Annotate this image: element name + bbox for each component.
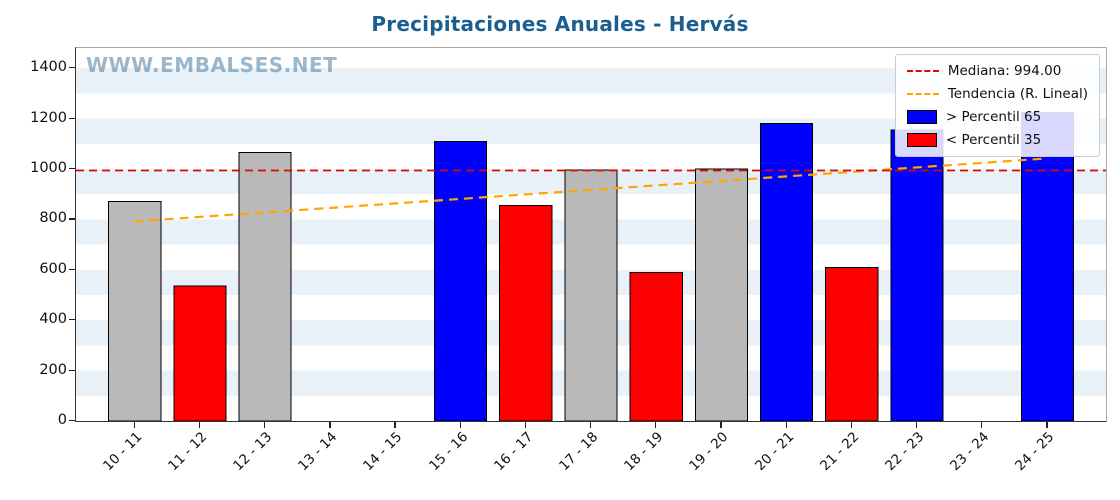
- chart-title: Precipitaciones Anuales - Hervás: [371, 12, 749, 36]
- x-tick-mark: [133, 422, 135, 428]
- x-tick-label: 16 - 17: [490, 429, 537, 475]
- legend-patch-swatch: [906, 110, 937, 124]
- y-tick-label: 0: [57, 412, 67, 428]
- bar-20-21: [760, 123, 814, 421]
- x-tick-label: 15 - 16: [425, 429, 471, 475]
- watermark: WWW.EMBALSES.NET: [86, 53, 338, 77]
- bar-18-19: [629, 271, 683, 421]
- x-tick-label: 10 - 11: [99, 429, 145, 475]
- x-tick-label: 21 - 22: [816, 429, 863, 475]
- x-tick-mark: [198, 422, 201, 428]
- x-tick-label: 20 - 21: [751, 429, 797, 475]
- x-tick-mark: [524, 422, 527, 428]
- x-tick-label: 18 - 19: [621, 429, 667, 475]
- bar-16-17: [499, 205, 553, 421]
- bar-21-22: [825, 266, 879, 421]
- x-tick-label: 22 - 23: [882, 429, 928, 475]
- y-tick-label: 1200: [30, 109, 67, 126]
- legend-line-swatch: [906, 70, 939, 72]
- legend-line-swatch: [906, 93, 939, 95]
- legend-label: Tendencia (R. Lineal): [947, 86, 1088, 102]
- x-tick-label: 12 - 13: [230, 429, 276, 475]
- y-tick-mark: [69, 117, 75, 119]
- x-tick-mark: [590, 422, 592, 428]
- x-tick-mark: [1046, 422, 1048, 428]
- x-tick-label: 17 - 18: [556, 429, 602, 475]
- legend-label: > Percentil 65: [945, 109, 1042, 125]
- y-tick-mark: [69, 67, 75, 69]
- y-tick-mark: [69, 420, 75, 422]
- y-tick-label: 400: [39, 311, 67, 328]
- x-tick-mark: [981, 422, 983, 428]
- x-tick-mark: [329, 422, 331, 428]
- y-tick-mark: [69, 218, 75, 220]
- bar-12-13: [238, 152, 292, 421]
- x-tick-label: 11 - 12: [165, 429, 211, 475]
- y-tick-label: 1400: [30, 59, 67, 76]
- trend-line: [134, 157, 1048, 223]
- bar-19-20: [694, 168, 748, 421]
- x-tick-label: 24 - 25: [1012, 429, 1058, 475]
- x-tick-mark: [459, 422, 461, 428]
- bar-22-23: [890, 129, 944, 421]
- x-tick-mark: [720, 422, 722, 428]
- x-tick-label: 23 - 24: [947, 429, 993, 475]
- x-tick-label: 19 - 20: [686, 429, 732, 475]
- plot-area: WWW.EMBALSES.NET Mediana: 994.00 Tendenci…: [75, 47, 1107, 422]
- legend-item: Tendencia (R. Lineal): [906, 86, 1088, 102]
- bar-24-25: [1020, 111, 1074, 421]
- y-tick-label: 800: [39, 210, 67, 227]
- y-tick-label: 600: [39, 260, 67, 277]
- legend-item: < Percentil 35: [906, 132, 1088, 148]
- bar-10-11: [108, 201, 162, 421]
- chart-canvas: [76, 111, 1106, 421]
- y-tick-mark: [69, 167, 75, 170]
- bar-15-16: [434, 140, 488, 421]
- y-tick-mark: [69, 268, 75, 271]
- legend-item: Mediana: 994.00: [906, 63, 1088, 79]
- x-tick-mark: [850, 422, 853, 428]
- x-tick-mark: [264, 422, 266, 428]
- x-tick-mark: [915, 422, 918, 428]
- legend-patch-swatch: [906, 133, 937, 147]
- y-tick-label: 200: [39, 361, 67, 378]
- y-tick-mark: [69, 369, 75, 371]
- bar-17-18: [564, 169, 618, 421]
- x-tick-mark: [394, 422, 396, 428]
- x-tick-label: 13 - 14: [295, 429, 341, 475]
- x-tick-label: 14 - 15: [360, 429, 406, 475]
- legend-item: > Percentil 65: [906, 109, 1088, 125]
- y-tick-label: 1000: [30, 159, 67, 176]
- x-tick-mark: [655, 422, 657, 428]
- legend-label: < Percentil 35: [945, 132, 1042, 148]
- x-tick-mark: [785, 422, 787, 428]
- legend: Mediana: 994.00 Tendencia (R. Lineal) > Pe…: [894, 54, 1100, 157]
- bar-11-12: [173, 285, 227, 421]
- legend-label: Mediana: 994.00: [947, 63, 1062, 79]
- y-tick-mark: [69, 319, 75, 321]
